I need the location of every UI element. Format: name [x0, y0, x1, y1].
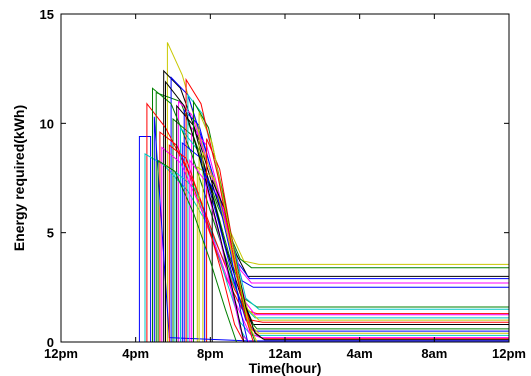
x-tick-label-2: 4pm: [122, 346, 149, 361]
y-tick-label-3: 10: [40, 116, 54, 131]
series-line-18: [61, 151, 509, 343]
series-line-31: [61, 159, 237, 343]
series-line-32: [61, 77, 254, 343]
series-line-12: [61, 153, 509, 343]
x-tick-label-4: 12am: [268, 346, 301, 361]
x-tick-label-7: 12pm: [492, 346, 526, 361]
x-axis-ticks: 12pm 4pm 8pm 12am 4am 8am 12pm: [44, 14, 526, 361]
y-tick-label-2: 5: [47, 226, 54, 241]
y-axis-ticks: 0 5 10 15: [40, 7, 509, 350]
x-tick-label-1: 12pm: [44, 346, 78, 361]
y-axis-label: Energy required(kWh): [11, 105, 27, 251]
series-layer: [61, 42, 509, 343]
y-tick-label-4: 15: [40, 7, 54, 22]
series-line-27: [61, 112, 258, 343]
x-tick-label-6: 8am: [421, 346, 447, 361]
series-line-28: [61, 159, 250, 343]
x-tick-label-5: 4am: [347, 346, 373, 361]
series-line-15: [61, 104, 509, 343]
x-axis-label: Time(hour): [249, 360, 322, 376]
y-tick-label-1: 0: [47, 335, 54, 350]
series-line-26: [61, 144, 245, 343]
x-tick-label-3: 8pm: [197, 346, 224, 361]
series-line-29: [61, 80, 245, 343]
